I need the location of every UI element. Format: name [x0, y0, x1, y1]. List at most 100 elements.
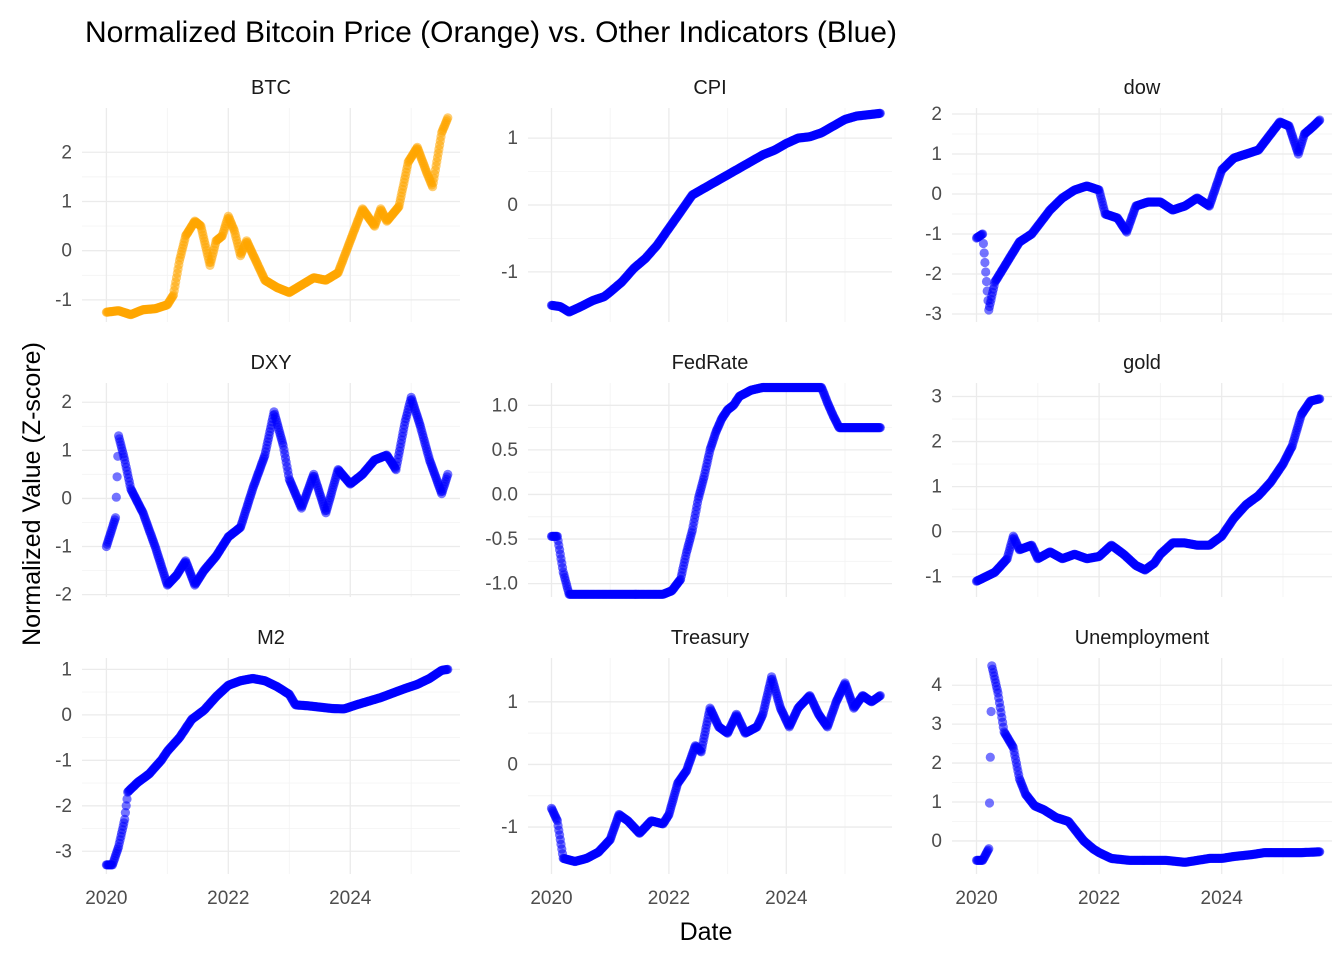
data-point — [978, 229, 988, 239]
y-tick-label: 3 — [931, 387, 942, 408]
panel-dow: dow -3 -2 -1 0 1 2 — [925, 77, 1332, 325]
y-tick-label: 1 — [931, 144, 942, 165]
panel-btc: BTC -1 0 1 2 — [55, 77, 460, 322]
data-point — [443, 469, 453, 479]
series-points — [101, 664, 453, 870]
panel-grid: BTC -1 0 1 2 CPI -1 0 1 dow -3 -2 -1 0 1 2 DXY -2 -1 0 1 2 Fed… — [55, 77, 1332, 909]
x-tick-label: 2020 — [530, 888, 572, 909]
panel-title: gold — [1123, 352, 1161, 374]
y-tick-label: -1 — [925, 224, 942, 245]
y-tick-label: -1 — [501, 262, 518, 283]
y-tick-label: 0 — [507, 754, 518, 775]
data-point — [443, 664, 453, 675]
y-tick-label: -2 — [55, 796, 72, 817]
y-tick-label: 0 — [507, 195, 518, 216]
y-tick-label: 1 — [61, 440, 72, 461]
y-tick-label: 2 — [931, 104, 942, 125]
data-point — [1315, 115, 1325, 125]
y-tick-label: -2 — [55, 585, 72, 606]
y-tick-label: -1 — [55, 537, 72, 558]
data-point — [985, 752, 995, 762]
panel-cpi: CPI -1 0 1 — [501, 77, 892, 322]
data-point — [979, 248, 989, 258]
y-tick-label: -1 — [925, 567, 942, 588]
series-points — [971, 661, 1325, 867]
y-tick-label: -1 — [55, 750, 72, 771]
data-point — [110, 513, 121, 523]
y-tick-label: 4 — [931, 675, 942, 696]
y-tick-label: 0 — [61, 705, 72, 726]
series-points — [546, 382, 885, 599]
data-point — [875, 108, 885, 118]
y-tick-label: 1 — [507, 128, 518, 149]
panel-title: Unemployment — [1075, 627, 1210, 649]
y-tick-label: -1 — [501, 817, 518, 838]
y-tick-label: 1 — [61, 659, 72, 680]
data-point — [1315, 394, 1325, 404]
y-tick-label: 0.5 — [492, 440, 518, 461]
y-tick-label: 2 — [931, 432, 942, 453]
series-points — [101, 392, 453, 590]
y-tick-label: 0 — [931, 184, 942, 205]
data-point — [984, 844, 994, 854]
y-tick-label: 0.0 — [492, 484, 518, 505]
y-tick-label: 0 — [931, 522, 942, 543]
panel-m2: M2 -3 -2 -1 0 1 2020 2022 2024 — [55, 627, 460, 909]
data-point — [1315, 847, 1325, 857]
x-axis-title: Date — [680, 918, 733, 946]
y-tick-label: 1 — [931, 792, 942, 813]
data-point — [443, 113, 453, 123]
data-point — [875, 691, 885, 701]
y-tick-label: -2 — [925, 264, 942, 285]
x-tick-label: 2022 — [1078, 888, 1120, 909]
y-tick-label: 3 — [931, 714, 942, 735]
y-tick-label: 2 — [931, 753, 942, 774]
panel-title: Treasury — [671, 627, 749, 649]
panel-gold: gold -1 0 1 2 3 — [925, 352, 1332, 597]
panel-dxy: DXY -2 -1 0 1 2 — [55, 352, 460, 606]
panel-title: DXY — [250, 352, 291, 374]
y-axis-title: Normalized Value (Z-score) — [18, 342, 46, 646]
y-tick-label: 1 — [61, 191, 72, 212]
y-tick-label: -1 — [55, 290, 72, 311]
y-tick-label: 0 — [931, 831, 942, 852]
y-tick-label: 2 — [61, 392, 72, 413]
series-points — [971, 394, 1325, 586]
y-tick-label: -3 — [55, 841, 72, 862]
x-tick-label: 2024 — [329, 888, 372, 909]
data-point — [984, 798, 995, 808]
x-tick-label: 2020 — [85, 888, 127, 909]
data-point — [111, 492, 121, 502]
series-points — [971, 115, 1325, 315]
panel-title: FedRate — [672, 352, 749, 374]
data-point — [981, 276, 992, 287]
panel-treasury: Treasury -1 0 1 2020 2022 2024 — [501, 627, 892, 909]
data-point — [986, 706, 996, 717]
y-tick-label: 2 — [61, 142, 72, 163]
data-point — [980, 257, 990, 268]
series-points — [101, 113, 453, 320]
x-tick-label: 2022 — [648, 888, 690, 909]
panel-fedrate: FedRate -1.0 -0.5 0.0 0.5 1.0 — [485, 352, 892, 599]
y-tick-label: 1 — [507, 692, 518, 713]
data-point — [112, 472, 122, 482]
panel-title: M2 — [257, 627, 285, 649]
y-tick-label: 1.0 — [492, 395, 518, 416]
data-point — [875, 423, 885, 433]
x-tick-label: 2024 — [1201, 888, 1244, 909]
x-tick-label: 2022 — [207, 888, 249, 909]
panel-unemployment: Unemployment 0 1 2 3 4 2020 2022 2024 — [931, 627, 1332, 909]
panel-title: CPI — [693, 77, 726, 99]
y-tick-label: -3 — [925, 304, 942, 325]
y-tick-label: 1 — [931, 477, 942, 498]
y-tick-label: 0 — [61, 241, 72, 262]
y-tick-label: -0.5 — [485, 529, 518, 550]
panel-title: dow — [1124, 77, 1161, 99]
x-tick-label: 2020 — [955, 888, 997, 909]
y-tick-label: 0 — [61, 488, 72, 509]
series-points — [546, 108, 885, 317]
data-point — [981, 267, 991, 277]
x-tick-label: 2024 — [765, 888, 808, 909]
y-tick-label: -1.0 — [485, 574, 518, 595]
